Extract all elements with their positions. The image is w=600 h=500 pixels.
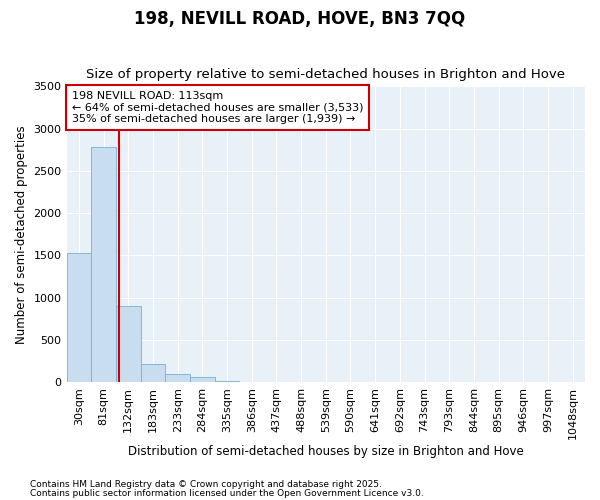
Text: Contains HM Land Registry data © Crown copyright and database right 2025.: Contains HM Land Registry data © Crown c… xyxy=(30,480,382,489)
Bar xyxy=(67,253,91,382)
Bar xyxy=(165,374,190,382)
Bar xyxy=(140,364,165,382)
Text: 198 NEVILL ROAD: 113sqm
← 64% of semi-detached houses are smaller (3,533)
35% of: 198 NEVILL ROAD: 113sqm ← 64% of semi-de… xyxy=(72,91,363,124)
Bar xyxy=(116,306,140,382)
Bar xyxy=(215,381,239,382)
Title: Size of property relative to semi-detached houses in Brighton and Hove: Size of property relative to semi-detach… xyxy=(86,68,565,81)
Text: 198, NEVILL ROAD, HOVE, BN3 7QQ: 198, NEVILL ROAD, HOVE, BN3 7QQ xyxy=(134,10,466,28)
X-axis label: Distribution of semi-detached houses by size in Brighton and Hove: Distribution of semi-detached houses by … xyxy=(128,444,524,458)
Bar xyxy=(91,147,116,382)
Y-axis label: Number of semi-detached properties: Number of semi-detached properties xyxy=(15,125,28,344)
Text: Contains public sector information licensed under the Open Government Licence v3: Contains public sector information licen… xyxy=(30,488,424,498)
Bar xyxy=(190,378,215,382)
